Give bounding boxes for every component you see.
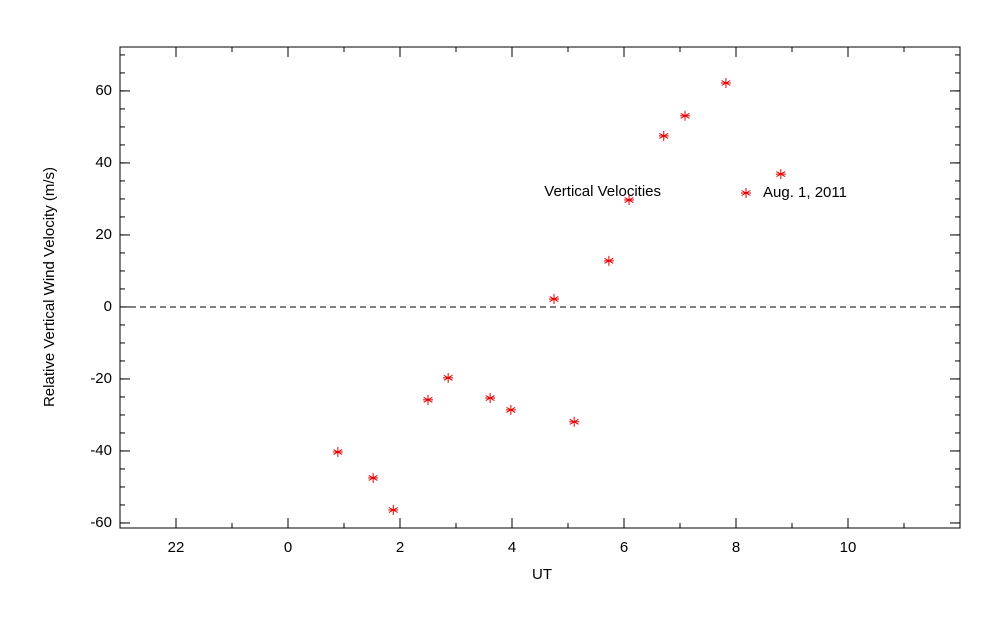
x-tick-label: 8 [732,539,740,556]
y-tick-label: 20 [95,226,112,243]
y-axis-label: Relative Vertical Wind Velocity (m/s) [41,167,58,407]
x-tick-label: 2 [396,539,404,556]
legend-label: Aug. 1, 2011 [763,184,847,201]
y-tick-label: -20 [90,370,112,387]
legend-marker [741,188,751,198]
point [549,294,559,305]
point [603,255,614,266]
point [680,110,691,121]
point [443,372,454,383]
point [388,504,399,515]
x-tick-label: 10 [840,539,857,556]
x-tick-label: 6 [620,539,628,556]
point [569,416,580,427]
x-tick-label: 0 [284,539,292,556]
x-axis-label: UT [532,566,552,583]
plot-frame [119,46,961,529]
point [658,130,669,141]
y-tick-label: 40 [95,154,112,171]
point [368,472,379,483]
point [505,404,516,415]
y-tick-label: -60 [90,514,112,531]
y-tick-label: 0 [104,298,112,315]
x-tick-label: 22 [168,539,185,556]
point [485,393,496,404]
point [720,78,731,89]
point [423,394,433,405]
y-tick-label: -40 [90,442,112,459]
point [624,195,635,206]
point [775,169,786,180]
y-tick-label: 60 [95,82,112,99]
x-tick-label: 4 [508,539,516,556]
point [332,447,343,458]
annotation: Vertical Velocities [544,183,661,200]
